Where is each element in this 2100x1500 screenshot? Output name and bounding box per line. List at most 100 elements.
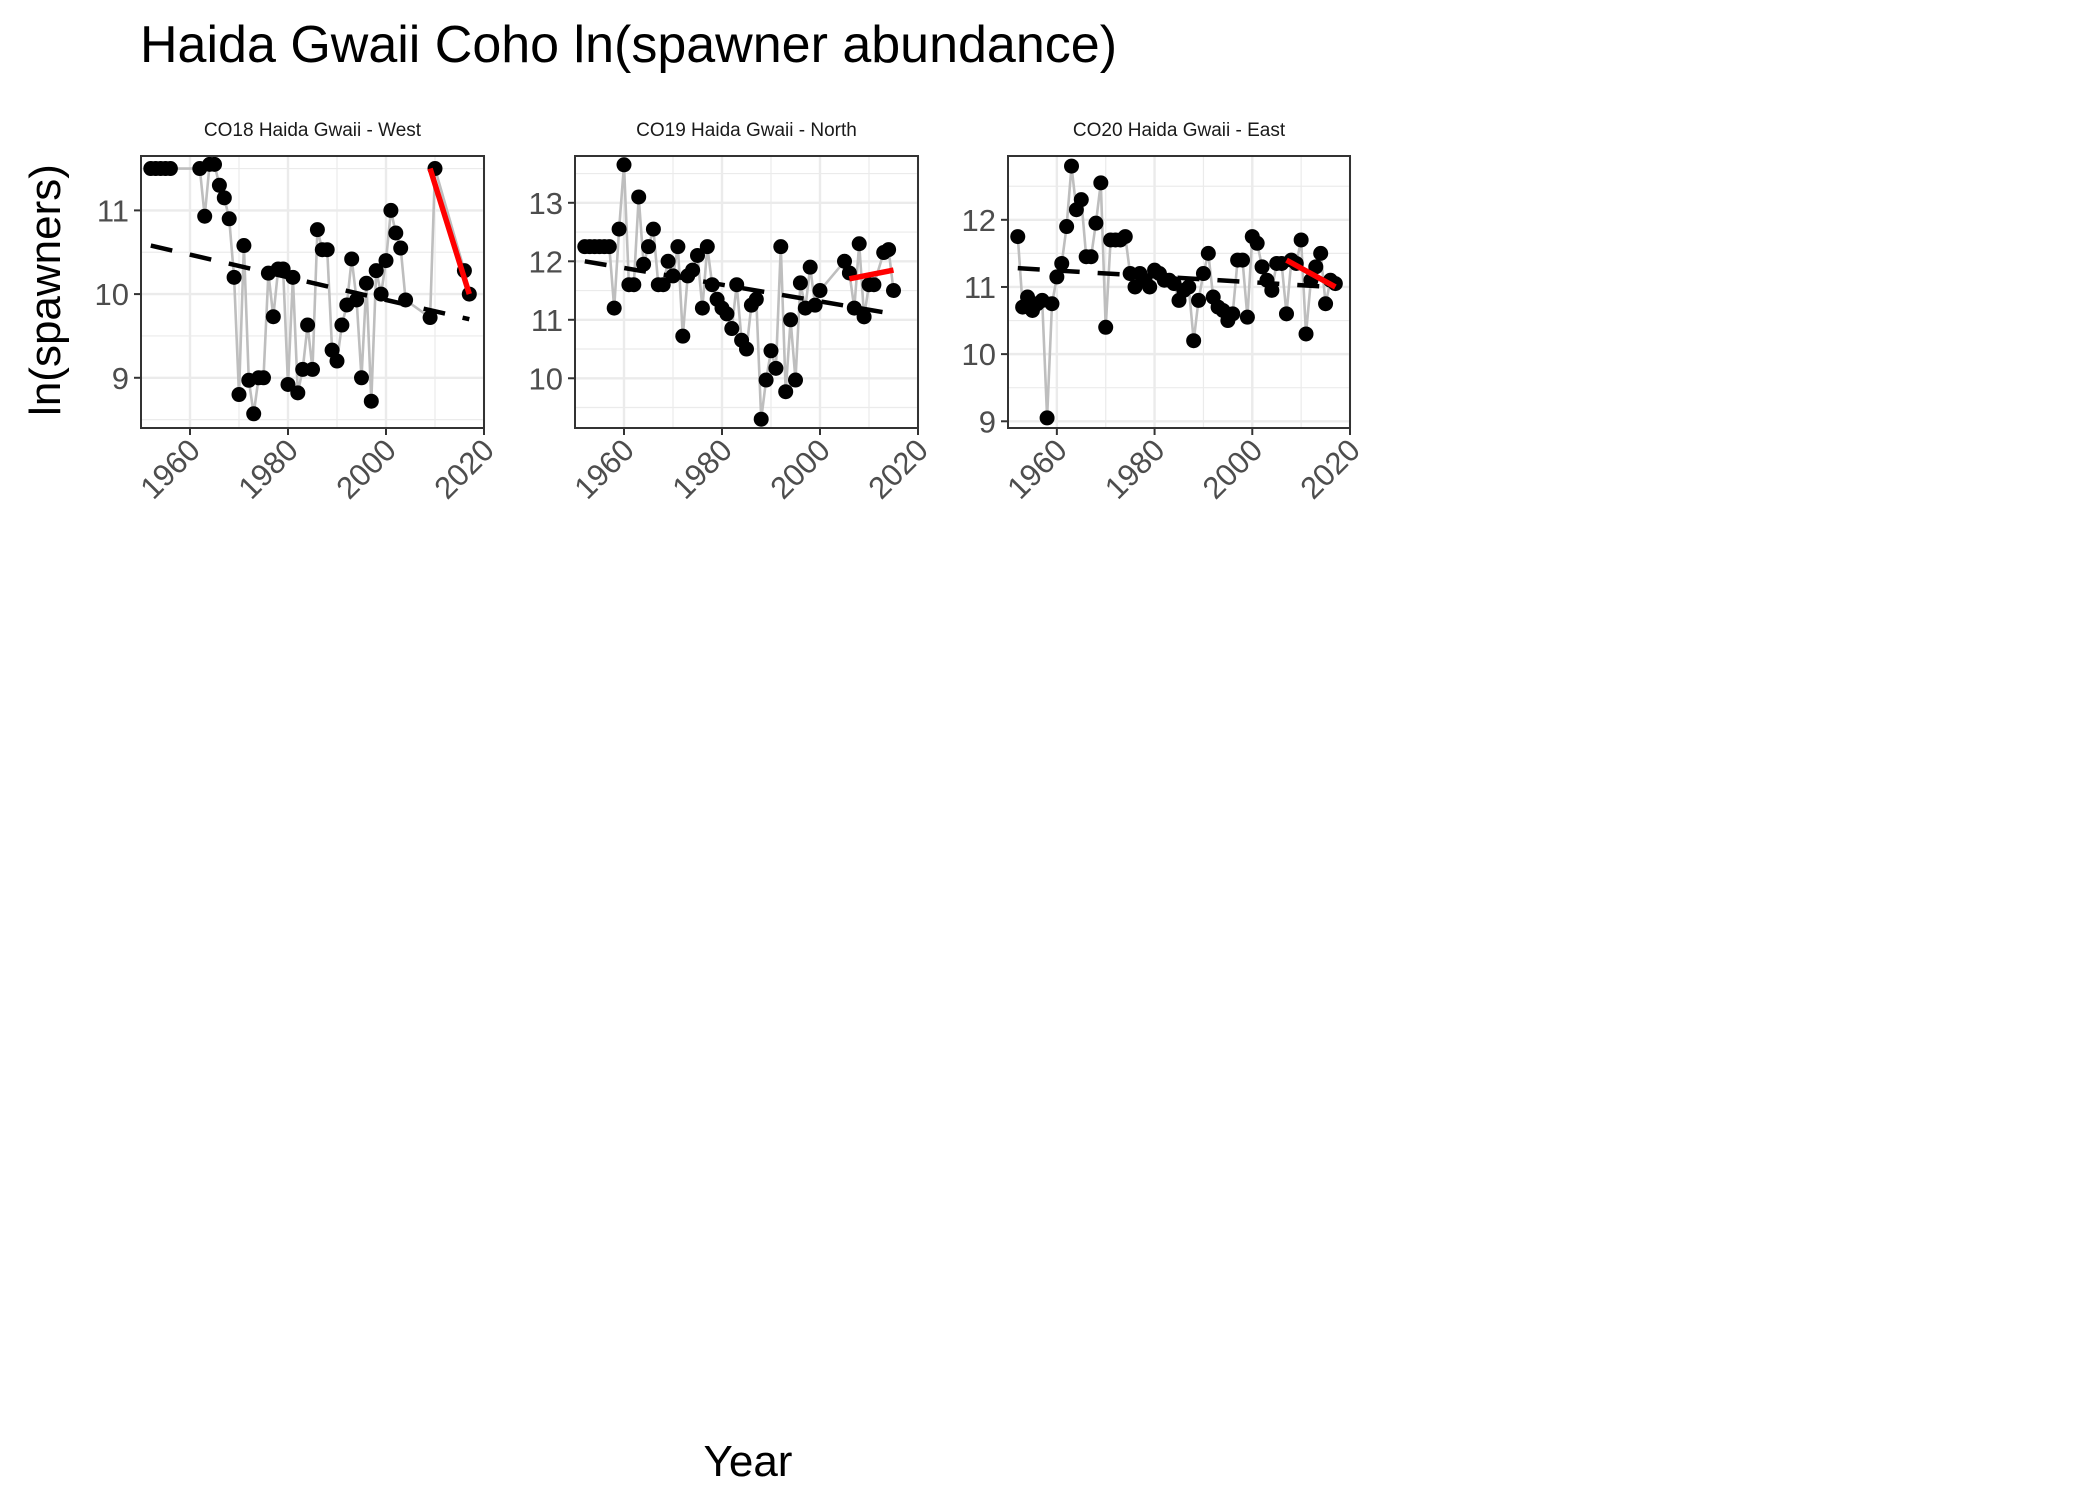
data-point xyxy=(290,385,306,401)
data-point xyxy=(285,269,301,285)
data-point xyxy=(422,310,438,326)
data-point xyxy=(329,353,345,369)
data-point xyxy=(837,253,852,269)
data-point xyxy=(1083,249,1099,265)
data-point xyxy=(231,387,247,403)
data-point xyxy=(851,236,867,252)
y-tick-label: 12 xyxy=(529,244,563,279)
data-point xyxy=(636,256,652,272)
data-point xyxy=(685,262,701,278)
panel-strip-label: CO18 Haida Gwaii - West xyxy=(204,120,422,141)
data-point xyxy=(783,312,799,328)
data-point xyxy=(724,321,740,337)
data-point xyxy=(216,190,232,206)
data-point xyxy=(675,328,691,344)
data-point xyxy=(1073,192,1089,208)
data-point xyxy=(758,372,774,388)
data-point xyxy=(753,411,769,427)
data-point xyxy=(812,283,828,299)
data-point xyxy=(856,309,872,325)
data-point xyxy=(729,277,745,293)
data-point xyxy=(768,360,784,376)
data-point xyxy=(363,393,379,409)
x-tick-label: 2020 xyxy=(427,432,501,506)
data-point xyxy=(645,221,661,237)
data-point xyxy=(655,277,671,293)
data-point xyxy=(368,263,384,279)
x-tick-label: 1960 xyxy=(1000,432,1074,506)
data-point xyxy=(660,253,676,269)
data-point xyxy=(739,341,754,357)
y-tick-label: 9 xyxy=(979,404,996,439)
data-point xyxy=(265,309,281,325)
data-point xyxy=(393,240,409,256)
data-point xyxy=(1278,306,1294,322)
data-point xyxy=(1142,279,1158,295)
data-point xyxy=(1195,266,1211,282)
data-point xyxy=(665,268,681,284)
panel-strip-label: CO19 Haida Gwaii - North xyxy=(636,120,857,141)
data-point xyxy=(694,300,710,316)
data-point xyxy=(334,317,350,333)
x-tick-label: 1980 xyxy=(231,432,305,506)
panel-border xyxy=(140,155,485,429)
data-point xyxy=(1239,309,1255,325)
data-point xyxy=(626,277,642,293)
data-point xyxy=(1049,269,1065,285)
data-point xyxy=(309,222,325,238)
data-point xyxy=(1249,235,1265,251)
facet-panel-2: CO19 Haida Gwaii - North 10 11 12 13 1960 1980… xyxy=(529,120,935,506)
data-point xyxy=(305,361,320,377)
data-point xyxy=(319,242,335,258)
data-point xyxy=(221,211,237,227)
data-point xyxy=(383,202,399,218)
series-connector-line xyxy=(150,163,471,414)
trend-line-dashed xyxy=(1017,265,1331,290)
data-point xyxy=(207,156,222,172)
y-tick-label: 11 xyxy=(531,303,563,338)
data-point xyxy=(344,251,360,267)
recent-trend-line xyxy=(1285,257,1337,290)
data-point xyxy=(690,247,705,263)
data-point xyxy=(1313,245,1329,261)
x-tick-label: 2000 xyxy=(763,432,837,506)
data-point xyxy=(236,238,252,254)
panel-border xyxy=(574,155,919,429)
data-point xyxy=(197,208,213,224)
data-point xyxy=(162,161,178,177)
data-point xyxy=(1098,319,1114,335)
data-point xyxy=(354,370,369,386)
data-point xyxy=(1181,279,1197,295)
data-point xyxy=(1044,296,1060,312)
data-point xyxy=(1059,219,1075,235)
data-point xyxy=(1088,215,1104,231)
data-point xyxy=(807,297,823,313)
data-point xyxy=(641,239,656,255)
y-axis-title: ln(spawners) xyxy=(21,164,70,416)
data-point xyxy=(1039,410,1055,426)
x-tick-label: 1960 xyxy=(133,432,207,506)
data-point xyxy=(1318,296,1334,312)
data-point xyxy=(670,239,686,255)
data-point xyxy=(388,225,404,241)
data-point xyxy=(1308,259,1324,275)
data-point xyxy=(699,239,715,255)
trend-line-dashed xyxy=(150,243,470,322)
panel-border xyxy=(1007,155,1351,429)
data-point xyxy=(1191,292,1207,308)
data-point xyxy=(246,406,262,422)
data-point xyxy=(226,269,242,285)
data-point xyxy=(280,376,296,392)
y-tick-label: 10 xyxy=(962,337,996,372)
data-point xyxy=(704,277,720,293)
data-point xyxy=(802,259,818,275)
data-point xyxy=(719,306,735,322)
facet-panels: CO18 Haida Gwaii - West 9 10 11 1960 1980 2000… xyxy=(95,120,1367,506)
data-point xyxy=(886,283,901,299)
data-point xyxy=(788,372,803,388)
data-point xyxy=(1064,158,1080,174)
data-point xyxy=(846,300,862,316)
x-tick-label: 2000 xyxy=(1196,432,1270,506)
data-point xyxy=(763,343,779,359)
trend-line-dashed xyxy=(584,259,894,317)
